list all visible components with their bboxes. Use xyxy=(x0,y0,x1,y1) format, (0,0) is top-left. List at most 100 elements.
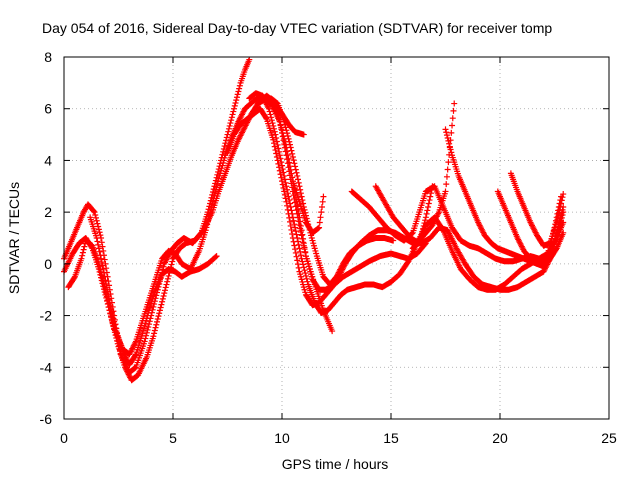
data-point xyxy=(281,176,288,183)
data-point xyxy=(281,118,288,125)
series-track-15 xyxy=(507,170,567,249)
data-point xyxy=(298,255,305,262)
data-point xyxy=(156,310,163,317)
data-point xyxy=(94,220,101,227)
data-point xyxy=(286,218,293,225)
data-point xyxy=(446,140,453,147)
data-point xyxy=(296,183,303,190)
data-point xyxy=(88,244,95,251)
data-point xyxy=(165,272,172,279)
data-point xyxy=(93,217,100,224)
x-tick-label: 0 xyxy=(60,430,68,446)
data-point xyxy=(286,172,293,179)
data-point xyxy=(302,272,309,279)
x-axis-label: GPS time / hours xyxy=(282,456,389,472)
data-point xyxy=(101,273,108,280)
data-point xyxy=(290,217,297,224)
y-tick-label: -2 xyxy=(40,308,53,324)
data-point xyxy=(425,203,432,210)
data-point xyxy=(273,138,280,145)
data-point xyxy=(236,85,243,92)
data-point xyxy=(422,241,429,248)
data-point xyxy=(292,246,299,253)
data-point xyxy=(426,197,433,204)
data-point xyxy=(107,302,114,309)
data-point xyxy=(285,164,292,171)
data-point xyxy=(100,247,107,254)
data-point xyxy=(278,126,285,133)
data-point xyxy=(203,224,210,231)
data-point xyxy=(298,232,305,239)
data-point xyxy=(283,152,290,159)
data-point xyxy=(297,228,304,235)
data-point xyxy=(300,239,307,246)
data-point xyxy=(146,321,153,328)
data-point xyxy=(282,124,289,131)
data-point xyxy=(285,135,292,142)
data-point xyxy=(283,183,290,190)
data-point xyxy=(163,281,170,288)
data-point xyxy=(208,204,215,211)
data-point xyxy=(300,131,307,138)
data-point xyxy=(226,122,233,129)
data-point xyxy=(292,163,299,170)
data-point xyxy=(209,201,216,208)
data-point xyxy=(276,152,283,159)
data-point xyxy=(282,148,289,155)
data-point xyxy=(109,312,116,319)
data-point xyxy=(442,188,449,195)
plot-frame xyxy=(63,56,610,420)
data-point xyxy=(271,128,278,135)
data-point xyxy=(284,133,291,140)
data-point xyxy=(445,159,452,166)
data-point xyxy=(295,264,302,271)
data-point xyxy=(293,207,300,214)
data-point xyxy=(284,156,291,163)
data-point xyxy=(274,141,281,148)
data-point xyxy=(269,120,276,127)
data-point xyxy=(111,318,118,325)
data-point xyxy=(302,249,309,256)
data-point xyxy=(212,189,219,196)
data-point xyxy=(267,111,274,118)
data-point xyxy=(162,284,169,291)
data-point xyxy=(160,293,167,300)
data-point xyxy=(320,193,327,200)
data-point xyxy=(144,326,151,333)
data-point xyxy=(289,188,296,195)
data-point xyxy=(103,265,110,272)
data-point xyxy=(150,333,157,340)
data-point xyxy=(294,238,301,245)
data-point xyxy=(71,274,78,281)
data-point xyxy=(207,207,214,214)
data-point xyxy=(164,278,171,285)
data-point xyxy=(286,141,293,148)
data-point xyxy=(95,241,102,248)
data-point xyxy=(272,131,279,138)
data-point xyxy=(223,137,230,144)
data-point xyxy=(97,271,104,278)
data-point xyxy=(292,203,299,210)
axis-ticks: 0 5 10 15 20 25 -6 -4 -2 0 2 4 6 8 xyxy=(40,49,617,446)
data-point xyxy=(559,194,566,201)
data-point xyxy=(91,209,98,216)
data-point xyxy=(233,94,240,101)
data-point xyxy=(164,275,171,282)
data-point xyxy=(286,200,293,207)
data-point xyxy=(293,169,300,176)
data-point xyxy=(236,82,243,89)
data-point xyxy=(448,149,455,156)
data-point xyxy=(292,228,299,235)
data-point xyxy=(318,209,325,216)
data-point xyxy=(292,199,299,206)
data-point xyxy=(443,129,450,136)
data-point xyxy=(289,214,296,221)
data-point xyxy=(553,219,560,226)
data-point xyxy=(294,210,301,217)
data-point xyxy=(444,166,451,173)
data-point xyxy=(296,245,303,252)
data-point xyxy=(161,290,168,297)
data-point xyxy=(92,214,99,221)
data-point xyxy=(294,261,301,268)
